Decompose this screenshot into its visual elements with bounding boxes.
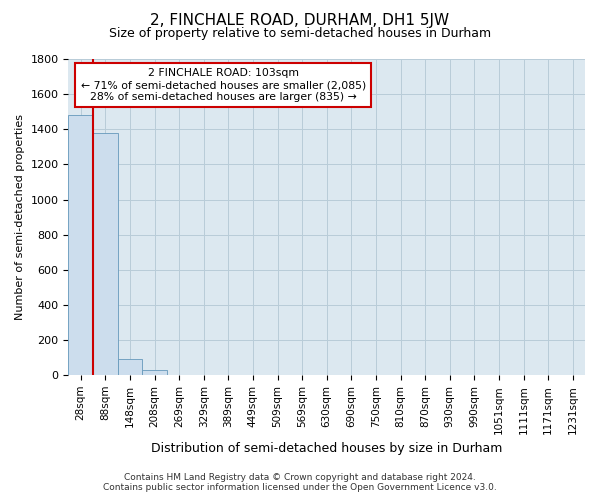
Bar — [93, 133, 118, 375]
Y-axis label: Number of semi-detached properties: Number of semi-detached properties — [15, 114, 25, 320]
Bar — [118, 358, 142, 375]
Text: 2 FINCHALE ROAD: 103sqm
← 71% of semi-detached houses are smaller (2,085)
28% of: 2 FINCHALE ROAD: 103sqm ← 71% of semi-de… — [81, 68, 366, 102]
Text: 2, FINCHALE ROAD, DURHAM, DH1 5JW: 2, FINCHALE ROAD, DURHAM, DH1 5JW — [151, 12, 449, 28]
Bar — [68, 115, 93, 375]
Bar — [142, 370, 167, 375]
X-axis label: Distribution of semi-detached houses by size in Durham: Distribution of semi-detached houses by … — [151, 442, 502, 455]
Text: Size of property relative to semi-detached houses in Durham: Size of property relative to semi-detach… — [109, 28, 491, 40]
Text: Contains HM Land Registry data © Crown copyright and database right 2024.
Contai: Contains HM Land Registry data © Crown c… — [103, 473, 497, 492]
